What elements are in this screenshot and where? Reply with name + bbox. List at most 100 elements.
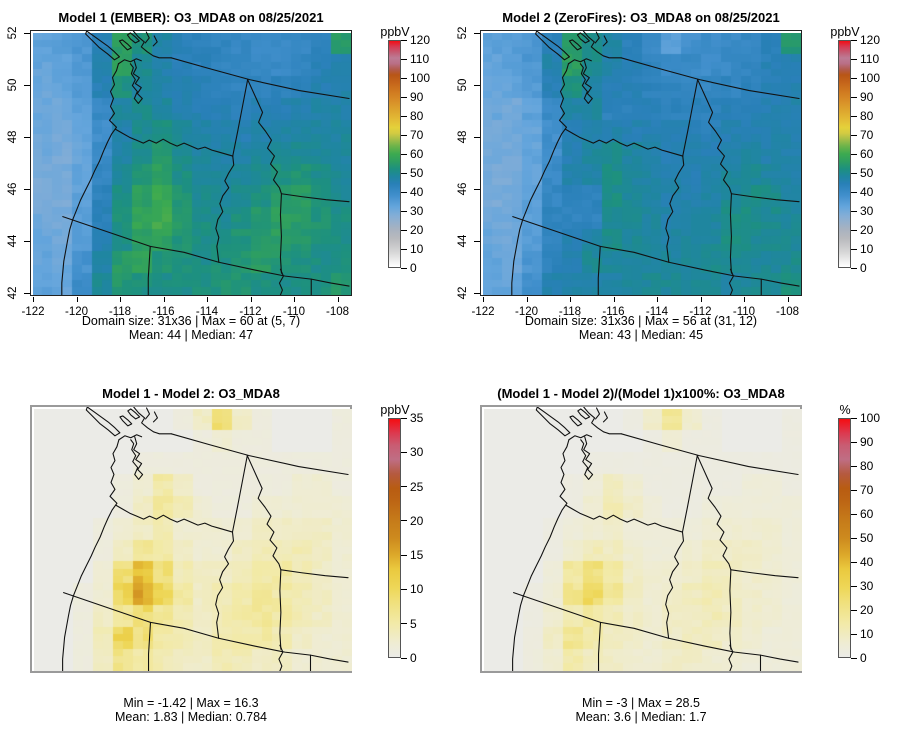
colorbar-tick-label: 10 <box>410 242 424 256</box>
state-borders-overlay <box>62 407 349 671</box>
colorbar-tick-mark <box>851 537 857 539</box>
colorbar-tick-label: 120 <box>860 33 881 47</box>
colorbar-tick-label: 100 <box>860 411 881 425</box>
colorbar-tick-label: 20 <box>860 603 874 617</box>
x-axis-tick-label: -108 <box>325 306 350 318</box>
colorbar-tick-mark <box>851 172 857 174</box>
colorbar-tick-mark <box>401 115 407 117</box>
colorbar-tick-mark <box>851 77 857 79</box>
colorbar-tick-mark <box>851 248 857 250</box>
heatmap-canvas-difference <box>34 409 352 671</box>
colorbar-tick-label: 10 <box>860 627 874 641</box>
colorbar-tick-mark <box>851 561 857 563</box>
colorbar-tick-label: 15 <box>410 548 424 563</box>
y-axis-tick-mark <box>474 137 480 138</box>
colorbar-tick-label: 20 <box>410 223 424 237</box>
x-axis-tick-label: -114 <box>195 306 219 318</box>
colorbar-tick-mark <box>851 489 857 491</box>
colorbar-tick-mark <box>851 585 857 587</box>
colorbar-tick-label: 0 <box>860 651 867 665</box>
colorbar-tick-label: 20 <box>860 223 874 237</box>
colorbar-tick-mark <box>401 58 407 60</box>
x-axis-tick-mark <box>163 297 165 302</box>
colorbar-tick-label: 50 <box>410 166 424 180</box>
colorbar-tick-mark <box>401 39 407 41</box>
x-axis-tick-label: -112 <box>689 306 712 318</box>
x-axis-tick-label: -114 <box>645 306 669 318</box>
y-axis-tick-label: 44 <box>457 234 469 248</box>
colorbar-tick-label: 20 <box>410 513 424 528</box>
colorbar-tick-label: 40 <box>410 185 424 199</box>
colorbar-unit-label: ppbV <box>380 25 410 39</box>
colorbar-tick-mark <box>401 153 407 155</box>
colorbar-tick-mark <box>401 623 407 625</box>
x-axis-tick-mark <box>657 297 658 302</box>
state-borders-overlay <box>511 31 800 295</box>
y-axis-tick-label: 52 <box>7 26 19 40</box>
y-axis-tick-mark <box>24 85 30 86</box>
x-axis-tick-label: -116 <box>152 306 175 318</box>
colorbar-tick-mark <box>851 513 857 515</box>
y-axis-tick-mark <box>24 293 30 294</box>
x-axis-tick-mark <box>744 297 745 302</box>
colorbar-tick-label: 40 <box>860 185 874 199</box>
colorbar-tick-mark <box>401 77 407 79</box>
map-plot-model1 <box>30 30 352 296</box>
colorbar-tick-mark <box>401 267 407 269</box>
stats-line1: Domain size: 31x36 | Max = 56 at (31, 12… <box>524 314 758 328</box>
stats-difference: Min = -1.42 | Max = 16.3 Mean: 1.83 | Me… <box>28 696 354 724</box>
colorbar-tick-label: 50 <box>860 166 874 180</box>
x-axis-tick-mark <box>570 297 571 302</box>
y-axis-tick-label: 42 <box>7 286 19 300</box>
y-axis-tick-label: 50 <box>457 78 469 92</box>
colorbar-tick-mark <box>851 39 857 41</box>
colorbar-tick-mark <box>401 191 407 193</box>
colorbar-tick-label: 90 <box>860 435 874 449</box>
map-plot-difference <box>30 405 352 673</box>
colorbar-tick-mark <box>851 633 857 635</box>
stats-model2: Domain size: 31x36 | Max = 56 at (31, 12… <box>478 314 804 342</box>
colorbar-tick-mark <box>401 248 407 250</box>
stats-line2: Mean: 3.6 | Median: 1.7 <box>575 710 707 724</box>
heatmap-canvas-model2 <box>483 33 801 295</box>
x-axis-tick-label: -120 <box>514 306 539 318</box>
heatmap-canvas-percent-difference <box>484 409 802 671</box>
colorbar-tick-label: 100 <box>410 71 431 85</box>
panel-title-difference: Model 1 - Model 2: O3_MDA8 <box>102 386 280 401</box>
colorbar-tick-mark <box>401 229 407 231</box>
colorbar-tick-mark <box>851 210 857 212</box>
stats-line1: Min = -3 | Max = 28.5 <box>582 696 700 710</box>
x-axis-tick-mark <box>120 297 121 302</box>
colorbar-tick-mark <box>401 134 407 136</box>
colorbar-tick-label: 25 <box>410 479 424 494</box>
x-axis-tick-label: -110 <box>282 306 306 318</box>
colorbar-tick-label: 90 <box>410 90 424 104</box>
panel-percent-difference: (Model 1 - Model 2)/(Model 1)x100%: O3_M… <box>450 376 900 752</box>
x-axis-tick-label: -118 <box>108 306 132 318</box>
panel-model1: Model 1 (EMBER): O3_MDA8 on 08/25/2021 -… <box>0 0 450 376</box>
y-axis-tick-label: 42 <box>457 286 469 300</box>
y-axis-tick-mark <box>474 293 480 294</box>
colorbar-tick-label: 30 <box>860 579 874 593</box>
x-axis-tick-mark <box>250 297 252 302</box>
y-axis-tick-label: 48 <box>7 130 19 144</box>
colorbar-tick-label: 10 <box>860 242 874 256</box>
colorbar-tick-mark <box>401 554 407 556</box>
y-axis-tick-mark <box>474 85 480 86</box>
colorbar-tick-label: 30 <box>410 204 424 218</box>
x-axis-tick-mark <box>207 297 208 302</box>
x-axis-tick-label: -116 <box>602 306 625 318</box>
x-axis-tick-label: -118 <box>558 306 582 318</box>
colorbar-tick-mark <box>851 191 857 193</box>
colorbar-tick-label: 60 <box>410 147 424 161</box>
y-axis-tick-label: 48 <box>457 130 469 144</box>
colorbar-tick-mark <box>401 96 407 98</box>
y-axis-tick-mark <box>474 33 480 34</box>
x-axis-tick-mark <box>526 297 528 302</box>
colorbar-tick-mark <box>401 486 407 488</box>
colorbar-tick-mark <box>401 210 407 212</box>
colorbar-difference <box>388 418 401 658</box>
colorbar-tick-label: 70 <box>860 483 874 497</box>
panel-model2: Model 2 (ZeroFires): O3_MDA8 on 08/25/20… <box>450 0 900 376</box>
